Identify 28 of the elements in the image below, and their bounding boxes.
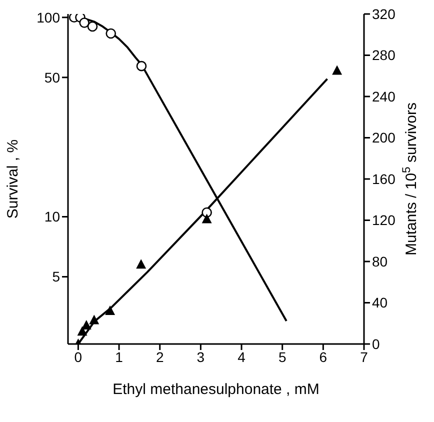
y2-tick-label: 200 xyxy=(372,130,396,146)
y-tick-label: 50 xyxy=(44,69,60,86)
x-tick-label: 4 xyxy=(238,348,246,365)
x-axis-title: Ethyl methanesulphonate , mM xyxy=(112,381,320,398)
x-tick-label: 7 xyxy=(360,348,368,365)
x-tick-label: 3 xyxy=(196,348,205,365)
x-tick-label: 5 xyxy=(278,348,286,365)
y2-tick-label: 280 xyxy=(372,47,396,64)
x-tick-label: 1 xyxy=(115,348,124,365)
y-tick-label: 10 xyxy=(44,208,60,225)
y-axis-title: Survival , % xyxy=(4,139,22,219)
point xyxy=(79,18,90,28)
x-tick-label: 0 xyxy=(74,348,82,365)
y2-tick-label: 40 xyxy=(372,294,388,311)
y-tick-label: 100 xyxy=(36,9,60,26)
y2-tick-label: 80 xyxy=(372,253,388,270)
x-tick-label: 2 xyxy=(156,348,164,365)
point xyxy=(202,207,212,218)
point xyxy=(136,60,147,72)
y2-tick-label: 0 xyxy=(372,336,380,352)
y-tick-label: 5 xyxy=(52,268,60,285)
point xyxy=(87,21,98,32)
y2-tick-label: 320 xyxy=(372,6,396,22)
y2-tick-label: 160 xyxy=(372,170,396,187)
point xyxy=(106,28,116,39)
y2-tick-label: 240 xyxy=(372,88,396,104)
y2-tick-label: 120 xyxy=(372,212,396,228)
x-tick-label: 6 xyxy=(319,348,328,365)
